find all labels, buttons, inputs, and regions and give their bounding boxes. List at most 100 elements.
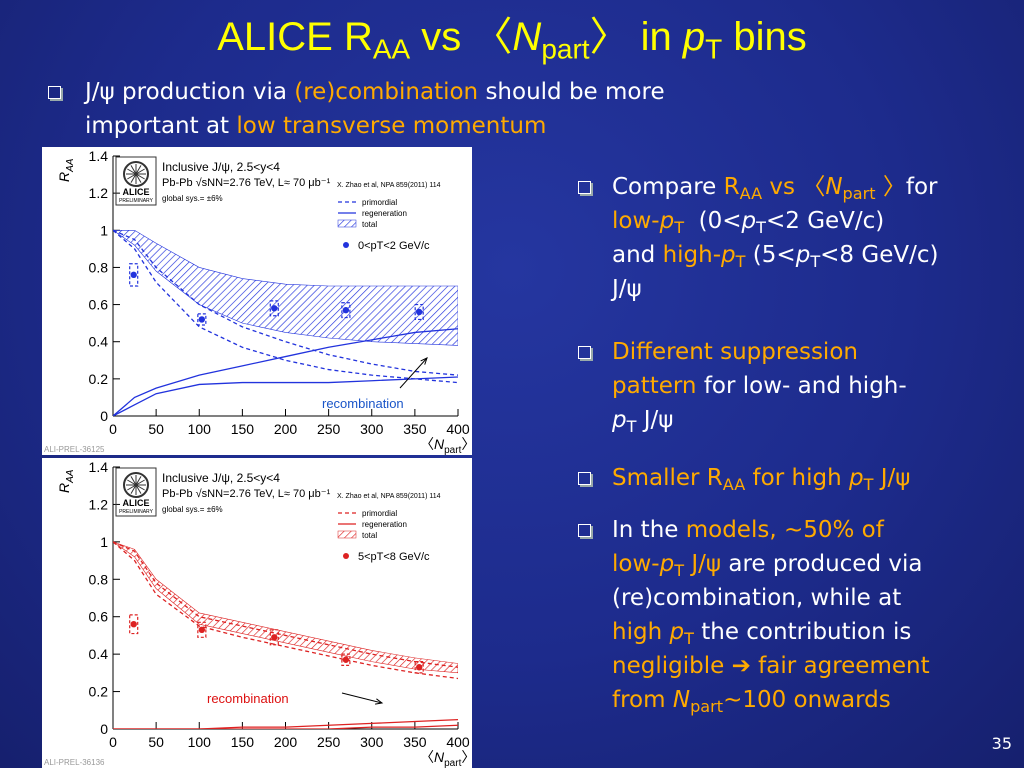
legend-label: primordial <box>362 509 397 518</box>
text-run: part <box>690 696 724 716</box>
text-run: p <box>848 465 864 491</box>
text-run: J/ψ <box>612 276 642 302</box>
data-point <box>342 656 350 663</box>
legend-marker <box>343 242 349 248</box>
legend-points: 5<pT<8 GeV/c <box>358 551 430 563</box>
text-run: for low- and high- <box>696 373 907 399</box>
x-tick-label: 400 <box>446 734 470 750</box>
text-run: part <box>842 183 876 203</box>
logo-subtext: PRELIMINARY <box>119 198 153 204</box>
text-run: (5< <box>745 242 796 268</box>
y-title-part: R <box>56 172 72 182</box>
text-line: and high-pT (5<pT<8 GeV/c) <box>612 238 938 272</box>
bullet-icon <box>578 524 591 537</box>
text-run: low- <box>612 208 660 234</box>
text-line: J/ψ production via (re)combination shoul… <box>85 75 665 109</box>
text-run: 〉 <box>875 174 906 200</box>
text-run: In the <box>612 517 686 543</box>
bullet-icon <box>48 86 61 99</box>
y-tick-label: 0.4 <box>89 334 109 350</box>
legend-title: Inclusive J/ψ, 2.5<y<4 <box>162 471 280 485</box>
legend-collision: Pb-Pb √sNN=2.76 TeV, L≈ 70 μb⁻¹ <box>162 488 331 500</box>
model-line <box>113 718 458 729</box>
logo-circle <box>123 161 149 187</box>
x-tick-label: 200 <box>274 421 298 437</box>
text-run: AA <box>372 33 411 65</box>
x-tick-label: 100 <box>188 734 212 750</box>
x-tick-label: 350 <box>403 421 427 437</box>
text-run: p <box>741 208 757 234</box>
data-point <box>342 306 350 314</box>
data-point <box>130 621 137 628</box>
y-tick-label: 0.6 <box>89 609 109 625</box>
text-run: T <box>810 251 821 271</box>
text-run: AA <box>722 474 746 494</box>
text-line: pattern for low- and high- <box>612 369 907 403</box>
text-run: low transverse momentum <box>236 113 547 139</box>
text-run: p <box>721 242 736 268</box>
legend-model: X. Zhao et al, NPA 859(2011) 114 <box>337 182 441 189</box>
text-run: high <box>612 619 670 645</box>
legend-marker <box>343 553 349 559</box>
y-tick-label: 0.2 <box>89 371 109 387</box>
annotation: recombination <box>207 691 289 706</box>
page-number: 35 <box>991 734 1012 753</box>
text-run: T <box>735 251 746 271</box>
bullet: Compare RAA vs 〈Npart 〉for low-pT (0<pT<2… <box>612 170 938 306</box>
text-run: T <box>705 33 723 65</box>
legend-title: Inclusive J/ψ, 2.5<y<4 <box>162 160 280 174</box>
x-title-part: 〈 <box>420 749 434 765</box>
x-tick-label: 150 <box>231 734 255 750</box>
x-tick-label: 250 <box>317 734 341 750</box>
text-run: p <box>682 15 706 59</box>
legend-swatch <box>337 219 357 228</box>
legend-sys: global sys.= ±6% <box>162 505 223 514</box>
data-point <box>271 305 278 312</box>
arrow-head <box>420 357 428 365</box>
y-tick-label: 1.2 <box>89 496 109 512</box>
y-tick-label: 0 <box>100 721 108 737</box>
logo-ray <box>135 165 142 175</box>
sys-box <box>269 300 279 317</box>
text-run: the contribution is <box>693 619 912 645</box>
logo-ray <box>135 484 145 491</box>
text-line: Compare RAA vs 〈Npart 〉for <box>612 170 938 204</box>
logo-circle <box>123 472 149 498</box>
text-run: are produced via <box>721 551 923 577</box>
text-line: low-pT (0<pT<2 GeV/c) <box>612 204 938 238</box>
logo-ray <box>127 168 137 175</box>
text-line: Different suppression <box>612 335 907 369</box>
legend-swatch <box>337 530 357 539</box>
text-run: vs 〈 <box>762 174 826 200</box>
text-run: AA <box>739 183 763 203</box>
text-run: T <box>756 217 766 237</box>
annotation: recombination <box>322 396 404 411</box>
y-title-part: AA <box>65 158 76 173</box>
x-tick-label: 150 <box>231 421 255 437</box>
logo-frame <box>115 467 157 517</box>
intro-bullet: J/ψ production via (re)combination shoul… <box>85 75 665 143</box>
sys-box <box>197 313 207 326</box>
text-run: , ~50% of <box>769 517 884 543</box>
text-run: N <box>825 174 843 200</box>
text-run: for <box>905 174 938 200</box>
legend-label: total <box>362 220 377 229</box>
sys-box <box>414 661 424 674</box>
text-run: part <box>541 33 590 65</box>
text-run: Smaller R <box>612 465 723 491</box>
text-run: T <box>863 474 874 494</box>
model-line <box>113 229 458 384</box>
text-line: In the models, ~50% of <box>612 513 930 547</box>
sys-box <box>269 629 279 646</box>
y-tick-label: 0.8 <box>89 571 109 587</box>
logo-ray <box>135 479 145 486</box>
logo-ray <box>135 173 145 180</box>
x-tick-label: 400 <box>446 421 470 437</box>
text-run: T <box>684 628 694 648</box>
text-line: high pT the contribution is <box>612 615 930 649</box>
text-run: p <box>659 208 675 234</box>
y-axis-title: RAA <box>56 158 76 182</box>
x-tick-label: 0 <box>109 421 117 437</box>
logo-text: ALICE <box>123 187 150 197</box>
